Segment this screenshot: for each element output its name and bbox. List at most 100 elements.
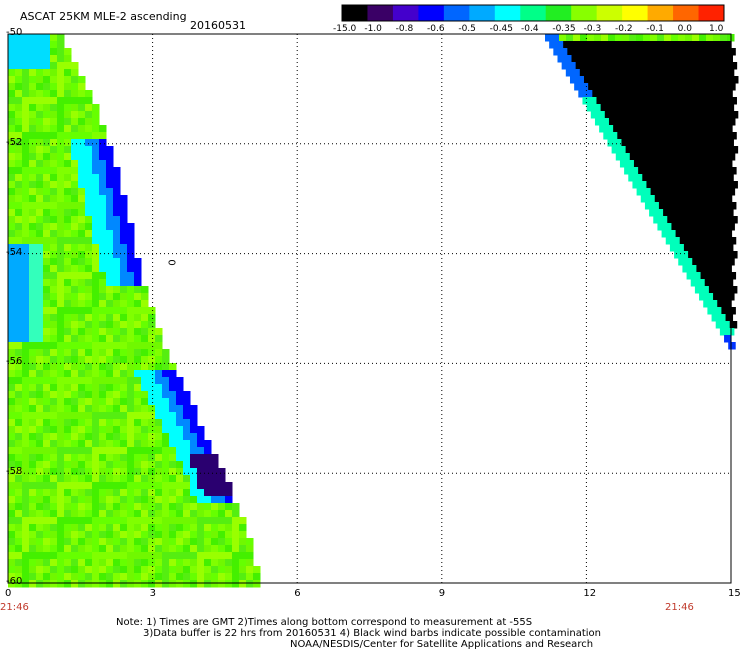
swath-cell	[678, 153, 687, 161]
swath-cell	[29, 216, 37, 224]
swath-cell	[204, 524, 212, 532]
swath-cell	[699, 153, 708, 161]
swath-cell	[71, 104, 79, 112]
swath-cell	[43, 195, 51, 203]
swath-cell	[71, 391, 79, 399]
swath-cell	[610, 62, 619, 70]
swath-cell	[106, 391, 114, 399]
swath-cell	[22, 104, 30, 112]
swath-cell	[646, 76, 655, 84]
swath-cell	[134, 321, 142, 329]
swath-cell	[78, 181, 86, 189]
swath-cell	[626, 160, 635, 168]
swath-cell	[15, 62, 23, 70]
swath-cell	[50, 349, 58, 357]
swath-cell	[43, 377, 51, 385]
swath-cell	[57, 244, 65, 252]
swath-cell	[169, 496, 177, 504]
swath-cell	[183, 503, 191, 511]
swath-cell	[113, 342, 121, 350]
swath-cell	[667, 76, 676, 84]
swath-cell	[43, 412, 51, 420]
swath-cell	[148, 538, 156, 546]
swath-cell	[106, 223, 114, 231]
swath-cell	[71, 321, 79, 329]
swath-cell	[197, 545, 205, 553]
swath-cell	[706, 293, 714, 301]
swath-cell	[162, 412, 170, 420]
swath-cell	[647, 160, 656, 168]
swath-cell	[588, 48, 596, 56]
swath-cell	[113, 405, 121, 413]
swath-cell	[113, 174, 121, 182]
swath-cell	[29, 300, 37, 308]
swath-cell	[141, 391, 149, 399]
swath-cell	[197, 559, 205, 567]
swath-cell	[681, 111, 690, 119]
colorbar-swatch	[647, 5, 674, 21]
swath-cell	[162, 468, 170, 476]
swath-cell	[106, 489, 114, 497]
swath-cell	[36, 412, 44, 420]
swath-cell	[134, 258, 142, 266]
swath-cell	[15, 531, 23, 539]
swath-cell	[660, 111, 669, 119]
swath-cell	[155, 419, 163, 427]
swath-cell	[148, 566, 156, 574]
swath-cell	[197, 447, 205, 455]
swath-cell	[656, 209, 664, 217]
swath-cell	[50, 97, 58, 105]
swath-cell	[92, 398, 100, 406]
swath-cell	[92, 433, 100, 441]
colorbar-swatch	[545, 5, 572, 21]
swath-cell	[640, 41, 648, 49]
swath-cell	[635, 139, 643, 147]
swath-cell	[682, 230, 691, 238]
swath-cell	[71, 335, 79, 343]
swath-cell	[232, 538, 240, 546]
swath-cell	[134, 475, 142, 483]
swath-cell	[29, 160, 37, 168]
swath-cell	[695, 111, 704, 119]
swath-cell	[190, 517, 198, 525]
swath-cell	[92, 216, 100, 224]
swath-cell	[22, 83, 30, 91]
swath-cell	[106, 328, 114, 336]
swath-cell	[92, 132, 100, 140]
swath-cell	[614, 104, 623, 112]
swath-cell	[696, 195, 705, 203]
swath-cell	[64, 566, 72, 574]
swath-cell	[71, 580, 79, 588]
swath-cell	[668, 41, 676, 49]
swath-cell	[644, 202, 653, 210]
swath-cell	[92, 384, 100, 392]
swath-cell	[15, 279, 23, 287]
colorbar-swatch	[571, 5, 598, 21]
y-tick-label: -50	[6, 27, 23, 38]
swath-cell	[148, 524, 156, 532]
swath-cell	[723, 146, 732, 154]
swath-cell	[685, 153, 694, 161]
swath-cell	[8, 531, 16, 539]
swath-cell	[663, 104, 672, 112]
swath-cell	[669, 55, 677, 63]
swath-cell	[92, 286, 100, 294]
swath-cell	[15, 545, 23, 553]
swath-cell	[690, 55, 698, 63]
swath-cell	[687, 132, 695, 140]
swath-cell	[141, 482, 149, 490]
swath-cell	[644, 48, 652, 56]
swath-cell	[176, 405, 184, 413]
swath-cell	[36, 468, 44, 476]
swath-cell	[711, 314, 720, 322]
swath-cell	[15, 272, 23, 280]
swath-cell	[134, 377, 142, 385]
swath-cell	[106, 461, 114, 469]
swath-cell	[106, 153, 114, 161]
swath-cell	[694, 167, 702, 175]
swath-cell	[29, 412, 37, 420]
x-tick-label: 15	[728, 588, 740, 599]
swath-cell	[113, 552, 121, 560]
swath-cell	[92, 188, 100, 196]
swath-cell	[36, 146, 44, 154]
